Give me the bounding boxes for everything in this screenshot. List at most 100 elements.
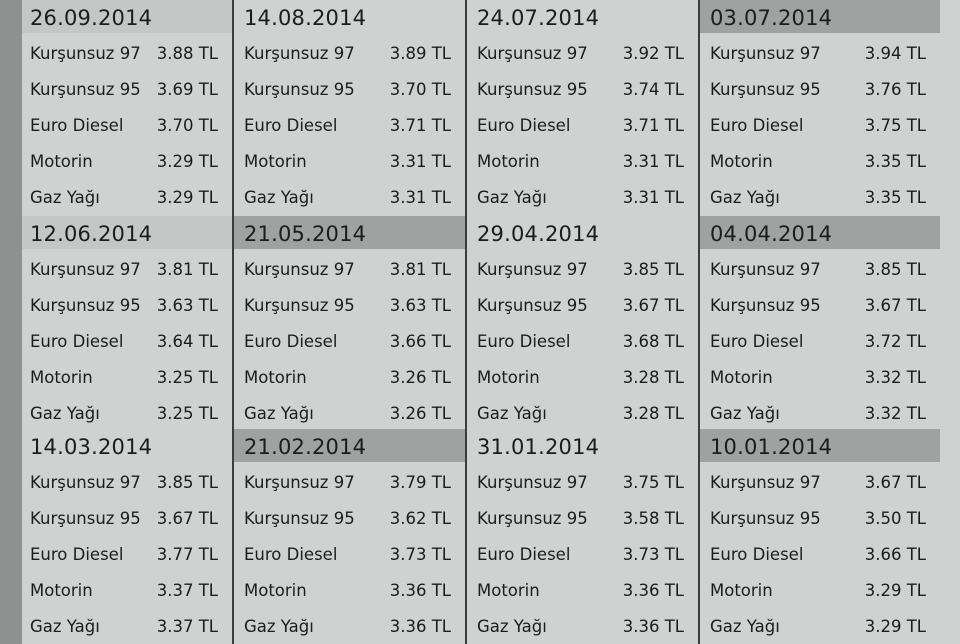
price-row: Motorin 3.37 TL <box>22 572 232 608</box>
price-row: Gaz Yağı 3.36 TL <box>467 608 698 644</box>
price-block: 21.05.2014 Kurşunsuz 97 3.81 TL Kurşunsuz 9… <box>232 216 465 429</box>
price-row: Euro Diesel 3.72 TL <box>700 323 940 359</box>
fuel-price: 3.88 TL <box>156 43 218 63</box>
fuel-price: 3.73 TL <box>622 544 684 564</box>
fuel-name: Kurşunsuz 95 <box>710 508 821 528</box>
fuel-name: Gaz Yağı <box>710 187 780 207</box>
date-header: 04.04.2014 <box>700 216 940 249</box>
date-header: 14.03.2014 <box>30 435 153 459</box>
fuel-name: Kurşunsuz 97 <box>244 43 355 63</box>
fuel-price: 3.69 TL <box>156 79 218 99</box>
price-row: Motorin 3.29 TL <box>22 143 232 179</box>
fuel-name: Motorin <box>244 580 307 600</box>
fuel-name: Euro Diesel <box>30 544 124 564</box>
fuel-price: 3.81 TL <box>389 259 451 279</box>
fuel-name: Kurşunsuz 97 <box>710 43 821 63</box>
fuel-name: Kurşunsuz 97 <box>477 43 588 63</box>
fuel-name: Euro Diesel <box>710 544 804 564</box>
fuel-name: Gaz Yağı <box>710 616 780 636</box>
fuel-price: 3.85 TL <box>156 472 218 492</box>
fuel-price: 3.70 TL <box>156 115 218 135</box>
fuel-price: 3.72 TL <box>864 331 926 351</box>
fuel-price: 3.29 TL <box>156 187 218 207</box>
fuel-name: Kurşunsuz 95 <box>710 295 821 315</box>
fuel-name: Kurşunsuz 97 <box>30 43 141 63</box>
price-rows: Kurşunsuz 97 3.94 TL Kurşunsuz 95 3.76 TL Eu… <box>700 33 940 215</box>
price-row: Motorin 3.31 TL <box>234 143 465 179</box>
fuel-name: Kurşunsuz 97 <box>710 259 821 279</box>
price-rows: Kurşunsuz 97 3.67 TL Kurşunsuz 95 3.50 TL Eu… <box>700 462 940 644</box>
fuel-name: Motorin <box>477 151 540 171</box>
fuel-price: 3.92 TL <box>622 43 684 63</box>
price-row: Kurşunsuz 95 3.58 TL <box>467 500 698 536</box>
fuel-price: 3.79 TL <box>389 472 451 492</box>
fuel-price: 3.67 TL <box>864 472 926 492</box>
fuel-price: 3.58 TL <box>622 508 684 528</box>
fuel-name: Kurşunsuz 95 <box>477 508 588 528</box>
fuel-name: Motorin <box>30 367 93 387</box>
price-row: Euro Diesel 3.70 TL <box>22 107 232 143</box>
fuel-price: 3.62 TL <box>389 508 451 528</box>
date-header: 10.01.2014 <box>700 429 940 462</box>
fuel-price: 3.75 TL <box>864 115 926 135</box>
fuel-name: Euro Diesel <box>477 331 571 351</box>
price-block: 14.08.2014 Kurşunsuz 97 3.89 TL Kurşunsuz 9… <box>232 0 465 216</box>
price-row: Motorin 3.29 TL <box>700 572 940 608</box>
date-header: 29.04.2014 <box>477 222 600 246</box>
fuel-name: Motorin <box>477 580 540 600</box>
fuel-name: Motorin <box>477 367 540 387</box>
fuel-name: Euro Diesel <box>477 544 571 564</box>
fuel-name: Gaz Yağı <box>477 187 547 207</box>
fuel-name: Gaz Yağı <box>477 403 547 423</box>
price-row: Motorin 3.32 TL <box>700 359 940 395</box>
fuel-name: Gaz Yağı <box>30 403 100 423</box>
fuel-name: Motorin <box>710 367 773 387</box>
fuel-price: 3.36 TL <box>622 616 684 636</box>
price-row: Gaz Yağı 3.36 TL <box>234 608 465 644</box>
fuel-price: 3.25 TL <box>156 367 218 387</box>
price-row: Kurşunsuz 97 3.88 TL <box>22 35 232 71</box>
fuel-price: 3.37 TL <box>156 616 218 636</box>
fuel-name: Kurşunsuz 95 <box>244 295 355 315</box>
fuel-name: Kurşunsuz 95 <box>477 79 588 99</box>
fuel-price: 3.25 TL <box>156 403 218 423</box>
fuel-price: 3.63 TL <box>156 295 218 315</box>
date-header: 03.07.2014 <box>700 0 940 33</box>
fuel-name: Kurşunsuz 95 <box>30 79 141 99</box>
fuel-name: Euro Diesel <box>244 115 338 135</box>
date-header: 26.09.2014 <box>22 0 232 33</box>
fuel-price: 3.31 TL <box>389 187 451 207</box>
fuel-name: Kurşunsuz 95 <box>244 79 355 99</box>
fuel-price: 3.31 TL <box>622 187 684 207</box>
fuel-price: 3.76 TL <box>864 79 926 99</box>
price-row: Euro Diesel 3.71 TL <box>467 107 698 143</box>
fuel-price: 3.32 TL <box>864 403 926 423</box>
price-row: Kurşunsuz 97 3.67 TL <box>700 464 940 500</box>
fuel-price: 3.26 TL <box>389 367 451 387</box>
price-row: Euro Diesel 3.75 TL <box>700 107 940 143</box>
price-row: Kurşunsuz 97 3.92 TL <box>467 35 698 71</box>
price-rows: Kurşunsuz 97 3.92 TL Kurşunsuz 95 3.74 TL Eu… <box>467 33 698 215</box>
fuel-name: Kurşunsuz 97 <box>244 472 355 492</box>
fuel-name: Motorin <box>30 151 93 171</box>
price-row: Motorin 3.28 TL <box>467 359 698 395</box>
fuel-price: 3.67 TL <box>156 508 218 528</box>
date-header: 12.06.2014 <box>22 216 232 249</box>
date-header: 24.07.2014 <box>477 6 600 30</box>
fuel-name: Motorin <box>710 151 773 171</box>
fuel-name: Euro Diesel <box>30 331 124 351</box>
price-row: Kurşunsuz 95 3.67 TL <box>700 287 940 323</box>
price-row: Gaz Yağı 3.37 TL <box>22 608 232 644</box>
price-row: Euro Diesel 3.77 TL <box>22 536 232 572</box>
price-rows: Kurşunsuz 97 3.81 TL Kurşunsuz 95 3.63 TL Eu… <box>234 249 465 429</box>
fuel-name: Motorin <box>244 151 307 171</box>
price-row: Kurşunsuz 97 3.94 TL <box>700 35 940 71</box>
price-row: Gaz Yağı 3.29 TL <box>22 179 232 215</box>
fuel-name: Kurşunsuz 95 <box>477 295 588 315</box>
price-rows: Kurşunsuz 97 3.81 TL Kurşunsuz 95 3.63 TL Eu… <box>22 249 232 429</box>
fuel-price: 3.29 TL <box>864 580 926 600</box>
price-row: Kurşunsuz 95 3.63 TL <box>234 287 465 323</box>
price-rows: Kurşunsuz 97 3.88 TL Kurşunsuz 95 3.69 TL Eu… <box>22 33 232 215</box>
fuel-name: Kurşunsuz 97 <box>477 472 588 492</box>
fuel-name: Motorin <box>244 367 307 387</box>
